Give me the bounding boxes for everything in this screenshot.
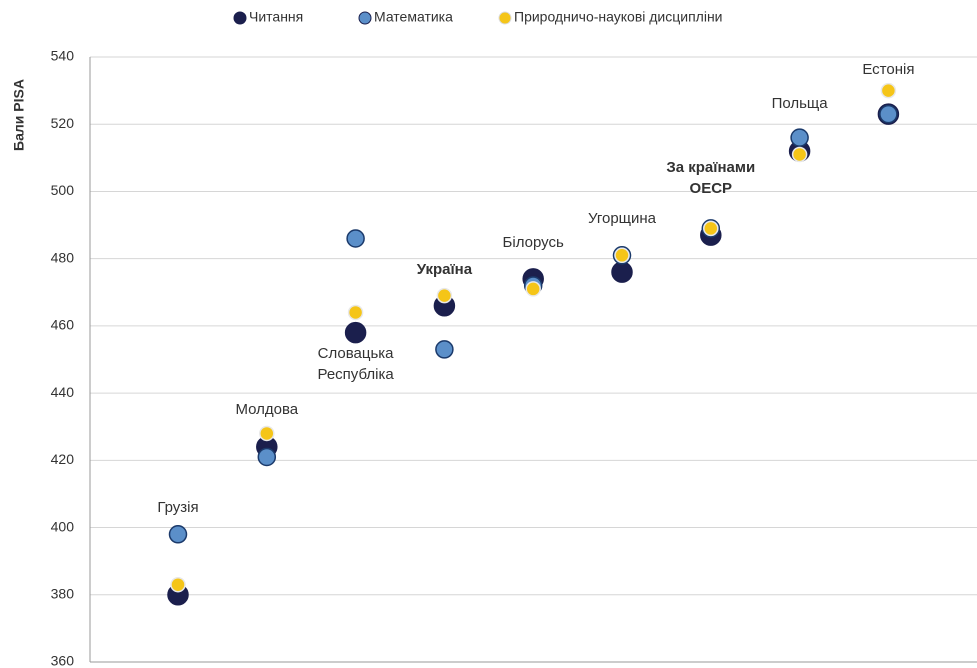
point — [347, 304, 364, 321]
point — [791, 146, 808, 163]
point — [346, 229, 365, 248]
y-tick-label: 460 — [51, 317, 75, 333]
legend-marker — [498, 11, 512, 25]
category-label: Грузія — [157, 499, 199, 516]
legend-label: Читання — [249, 9, 303, 25]
y-tick-label: 540 — [51, 48, 75, 64]
point — [168, 525, 188, 544]
y-tick-label: 480 — [51, 249, 75, 265]
category-label: Україна — [416, 261, 473, 278]
legend-marker — [233, 11, 247, 25]
point — [703, 220, 719, 237]
category-label: Польща — [771, 95, 828, 112]
point — [257, 447, 277, 467]
y-tick-label: 500 — [51, 182, 75, 198]
point — [259, 425, 275, 442]
category-label: Словацька Республіка — [317, 345, 394, 383]
y-tick-label: 440 — [51, 384, 75, 400]
y-axis-label: Бали PISA — [11, 79, 27, 151]
legend-label: Природничо-наукові дисципліни — [514, 9, 723, 25]
point — [880, 82, 897, 99]
legend-label: Математика — [374, 9, 453, 25]
point — [611, 261, 633, 283]
y-tick-label: 400 — [51, 518, 75, 534]
category-label: За країнами ОЕСР — [666, 159, 756, 197]
category-label: Угорщина — [587, 210, 657, 227]
point — [525, 281, 541, 297]
point — [879, 104, 898, 124]
y-tick-label: 360 — [51, 653, 75, 668]
point — [435, 340, 454, 359]
y-tick-label: 420 — [51, 451, 75, 467]
point — [790, 128, 809, 147]
category-label: Білорусь — [502, 234, 564, 251]
y-tick-label: 520 — [51, 115, 75, 131]
category-label: Естонія — [862, 61, 915, 78]
point — [436, 287, 453, 304]
y-tick-label: 380 — [51, 585, 75, 601]
point — [614, 247, 630, 264]
point — [344, 321, 367, 344]
point — [170, 576, 186, 593]
legend-marker — [358, 11, 372, 25]
category-label: Молдова — [235, 401, 299, 418]
